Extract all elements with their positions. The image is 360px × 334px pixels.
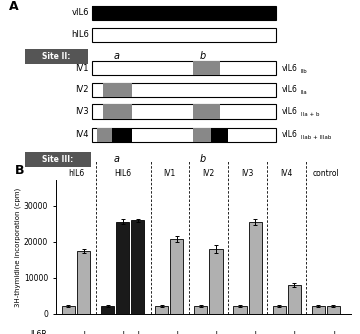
Text: Site III:: Site III: — [42, 155, 74, 164]
Text: IIa: IIa — [301, 90, 307, 95]
Text: IV4: IV4 — [75, 130, 89, 139]
Text: HIL6: HIL6 — [114, 169, 131, 178]
Text: b: b — [199, 51, 206, 61]
Text: IIab + IIIab: IIab + IIIab — [301, 135, 331, 140]
Text: +: + — [173, 330, 181, 334]
Text: IV2: IV2 — [75, 85, 89, 94]
Bar — [62, 306, 75, 314]
Bar — [116, 222, 129, 314]
Bar — [327, 306, 340, 314]
Bar — [101, 306, 114, 314]
Text: vIL6: vIL6 — [281, 63, 297, 72]
Text: a: a — [113, 154, 119, 164]
Text: a: a — [113, 51, 119, 61]
Bar — [194, 306, 207, 314]
Text: IV2: IV2 — [202, 169, 215, 178]
Bar — [288, 285, 301, 314]
Text: +: + — [212, 330, 220, 334]
Bar — [211, 128, 229, 142]
Text: hIL6: hIL6 — [68, 169, 84, 178]
Text: +: + — [134, 330, 141, 334]
Text: vIL6: vIL6 — [281, 130, 297, 139]
Text: IV1: IV1 — [75, 63, 89, 72]
Bar — [92, 6, 276, 20]
Bar — [112, 128, 132, 142]
Bar — [92, 104, 276, 119]
Bar — [273, 306, 285, 314]
Text: vIL6: vIL6 — [281, 85, 297, 94]
Bar — [92, 28, 276, 42]
Text: IV1: IV1 — [163, 169, 175, 178]
Text: +: + — [80, 330, 87, 334]
Text: hIL6: hIL6 — [71, 30, 89, 39]
Text: A: A — [9, 0, 18, 13]
Bar — [131, 220, 144, 314]
Text: Site II:: Site II: — [42, 52, 71, 61]
Bar — [92, 82, 276, 97]
Text: IL6R: IL6R — [30, 330, 47, 334]
Bar — [92, 6, 276, 20]
Text: IV4: IV4 — [280, 169, 293, 178]
Text: +: + — [291, 330, 298, 334]
Text: control: control — [312, 169, 339, 178]
Bar — [92, 61, 276, 75]
Bar — [97, 128, 112, 142]
Bar — [170, 239, 184, 314]
Bar — [233, 306, 247, 314]
Text: vIL6: vIL6 — [71, 8, 89, 17]
Text: B: B — [14, 164, 24, 177]
Bar — [193, 128, 211, 142]
Bar — [103, 82, 132, 97]
Bar — [248, 222, 262, 314]
Bar — [77, 251, 90, 314]
Bar — [210, 249, 222, 314]
Text: +: + — [251, 330, 259, 334]
Bar — [92, 128, 276, 142]
Text: +: + — [330, 330, 337, 334]
Text: IV3: IV3 — [75, 107, 89, 116]
Text: IIa + b: IIa + b — [301, 112, 319, 117]
Bar — [193, 61, 220, 75]
FancyBboxPatch shape — [24, 49, 88, 64]
Text: +: + — [119, 330, 126, 334]
Text: vIL6: vIL6 — [281, 107, 297, 116]
Text: IIb: IIb — [301, 68, 307, 73]
FancyBboxPatch shape — [24, 152, 91, 167]
Bar — [312, 306, 325, 314]
Text: IV3: IV3 — [241, 169, 254, 178]
Bar — [103, 104, 132, 119]
Bar — [193, 104, 220, 119]
Text: b: b — [199, 154, 206, 164]
Y-axis label: 3H-thymidine incorporation (cpm): 3H-thymidine incorporation (cpm) — [14, 187, 21, 307]
Bar — [155, 306, 168, 314]
